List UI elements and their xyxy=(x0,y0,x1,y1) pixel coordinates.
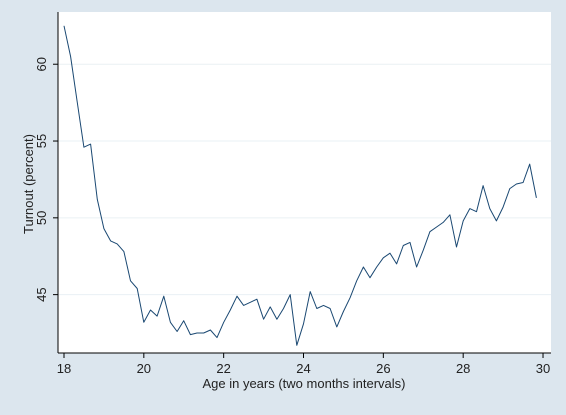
x-tick-label: 26 xyxy=(376,361,390,376)
y-tick-label: 50 xyxy=(34,211,49,225)
x-tick-label: 28 xyxy=(456,361,470,376)
series-layer xyxy=(63,25,537,346)
y-tick-label: 45 xyxy=(34,287,49,301)
x-tick-label: 30 xyxy=(536,361,550,376)
ticks: 45 50 55 60 18 20 22 24 26 28 30 xyxy=(34,57,550,376)
y-axis-title: Turnout (percent) xyxy=(21,134,36,234)
y-tick-label: 55 xyxy=(34,134,49,148)
x-tick-label: 18 xyxy=(57,361,71,376)
x-tick-label: 20 xyxy=(137,361,151,376)
x-axis-title: Age in years (two months intervals) xyxy=(202,376,405,391)
plot-area xyxy=(58,12,551,353)
axes xyxy=(57,12,551,354)
x-tick-label: 22 xyxy=(216,361,230,376)
x-tick-label: 24 xyxy=(296,361,310,376)
gridlines xyxy=(58,63,551,296)
y-tick-label: 60 xyxy=(34,57,49,71)
turnout-series-line xyxy=(63,25,537,346)
